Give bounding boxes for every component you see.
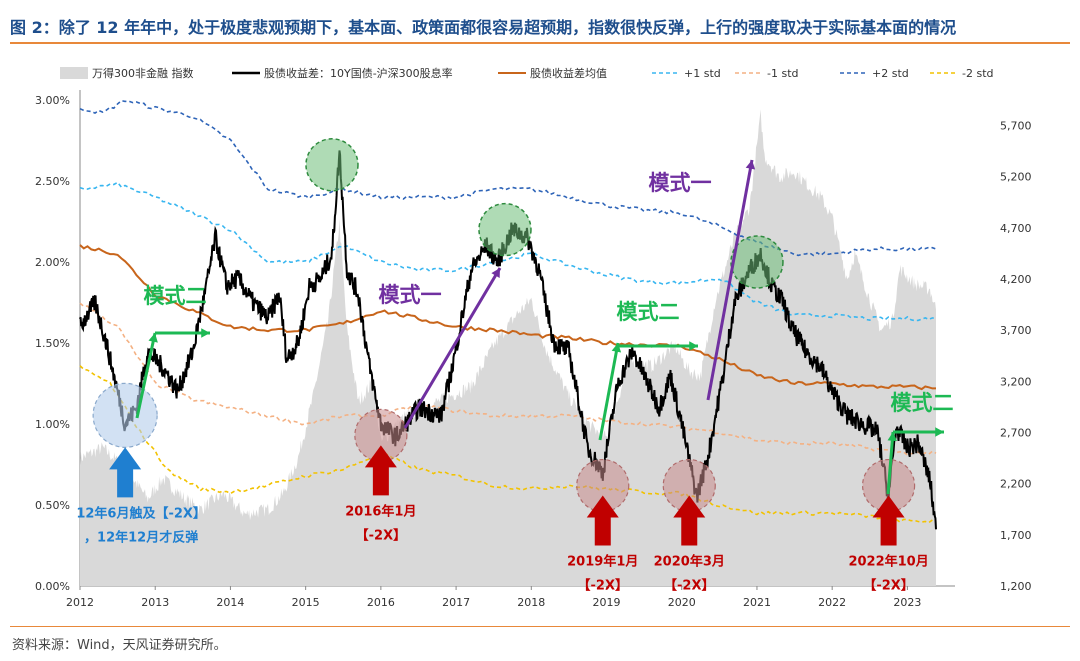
x-tick-label: 2022: [818, 596, 846, 609]
x-tick-label: 2015: [292, 596, 320, 609]
event-arrow: [109, 447, 142, 498]
legend-label-spread: 股债收益差：10Y国债-沪深300股息率: [264, 66, 453, 80]
x-tick-label: 2012: [66, 596, 94, 609]
event-label-2: ，12年12月才反弹: [84, 529, 198, 545]
legend-swatch-index: [60, 67, 88, 79]
event-circle: [576, 458, 630, 513]
peak-circle: [730, 235, 784, 289]
mode1-arrow-2: [706, 159, 756, 401]
event-label-2: 【-2X】: [578, 578, 628, 594]
event-label: 2016年1月: [345, 503, 416, 519]
event-arrow: [872, 495, 905, 546]
mode2-arrow-up-3: [886, 431, 898, 495]
mode2-label-1: 模式二: [144, 284, 207, 308]
series-mean-line: [79, 244, 936, 391]
y-right-tick-label: 3,700: [1000, 324, 1032, 337]
y-left-tick-label: 1.00%: [35, 418, 70, 431]
title-rule: [10, 42, 1070, 44]
legend-label-index: 万得300非金融 指数: [92, 66, 194, 80]
figure-title: 图 2：除了 12 年年中，处于极度悲观预期下，基本面、政策面都很容易超预期，指…: [10, 18, 957, 37]
mode2-label-2: 模式二: [617, 300, 680, 324]
event-arrow: [586, 495, 619, 546]
peak-circle: [305, 138, 359, 192]
mode1-arrow-1-shaft: [403, 267, 502, 429]
x-tick-label: 2016: [367, 596, 395, 609]
mode1-arrow-1-head: [491, 268, 500, 278]
source-note: 资料来源：Wind，天风证券研究所。: [12, 638, 227, 653]
y-right-tick-label: 3,200: [1000, 375, 1032, 388]
event-label: 12年6月触及【-2X】: [76, 505, 206, 521]
y-right-tick-label: 4,700: [1000, 222, 1032, 235]
y-left-tick-label: 0.00%: [35, 580, 70, 593]
mode2-arrow-right-1-head: [201, 328, 210, 338]
y-right-tick-label: 5,200: [1000, 171, 1032, 184]
x-tick-label: 2017: [442, 596, 470, 609]
series-minus2-line: [79, 365, 937, 524]
event-arrow: [673, 495, 706, 546]
y-right-tick-label: 1,700: [1000, 529, 1032, 542]
y-left-tick-label: 0.50%: [35, 499, 70, 512]
mode2-arrow-right-1: [155, 328, 210, 338]
mode2-arrow-up-2-shaft: [598, 342, 620, 441]
y-left-tick-label: 3.00%: [35, 94, 70, 107]
chart: 0.00% 0.50% 1.00% 1.50% 2.00% 2.50% 3.00% 1,200…: [35, 66, 1032, 609]
x-tick-label: 2014: [216, 596, 244, 609]
mode1-arrow-2-head: [745, 160, 756, 170]
legend-label-plus1: +1 std: [684, 67, 721, 80]
event-label-2: 【-2X】: [356, 527, 406, 543]
series-plus2-line: [79, 99, 937, 257]
event-label-2: 【-2X】: [664, 578, 714, 594]
mode2-arrow-right-3: [893, 427, 944, 437]
x-tick-label: 2019: [593, 596, 621, 609]
mode1-arrow-2-shaft: [706, 159, 754, 401]
y-right-tick-label: 1,200: [1000, 580, 1032, 593]
y-right-tick-label: 2,200: [1000, 478, 1032, 491]
x-tick-label: 2023: [893, 596, 921, 609]
mode2-label-3: 模式二: [891, 391, 954, 415]
mode2-arrow-right-3-head: [935, 427, 944, 437]
mode1-label-1: 模式一: [379, 283, 442, 307]
y-right-tick-label: 2,700: [1000, 427, 1032, 440]
index-area: [80, 109, 936, 587]
mode2-arrow-up-3-shaft: [886, 431, 895, 495]
mode2-arrow-right-2: [618, 341, 698, 351]
y-right-tick-label: 4,200: [1000, 273, 1032, 286]
source-rule: [10, 626, 1070, 627]
x-tick-label: 2020: [668, 596, 696, 609]
y-left-tick-label: 2.50%: [35, 175, 70, 188]
event-label-2: 【-2X】: [863, 578, 913, 594]
legend-label-plus2: +2 std: [872, 67, 909, 80]
x-tick-label: 2018: [517, 596, 545, 609]
y-left-tick-label: 2.00%: [35, 256, 70, 269]
legend-label-mean: 股债收益差均值: [530, 66, 607, 80]
legend-label-minus1: -1 std: [767, 67, 799, 80]
y-right-tick-label: 5,700: [1000, 120, 1032, 133]
mode2-arrow-up-3-head: [887, 432, 898, 442]
series-plus1-line: [79, 181, 937, 322]
peak-circle: [478, 202, 532, 257]
mode1-arrow-1: [403, 267, 502, 429]
mode2-arrow-up-1-shaft: [135, 332, 157, 419]
y-left-tick-label: 1.50%: [35, 337, 70, 350]
mode2-arrow-up-1-head: [148, 333, 158, 343]
event-circle: [662, 458, 716, 513]
event-label: 2019年1月: [567, 554, 638, 570]
mode1-label-2: 模式一: [649, 171, 712, 195]
event-arrow: [364, 445, 397, 496]
mode2-arrow-up-1: [135, 332, 158, 419]
event-circle: [92, 382, 158, 448]
series-minus1-line: [79, 302, 937, 456]
event-label: 2020年3月: [654, 554, 725, 570]
x-tick-label: 2013: [141, 596, 169, 609]
event-label: 2022年10月: [848, 554, 928, 570]
legend-label-minus2: -2 std: [962, 67, 994, 80]
event-circle: [354, 408, 408, 462]
x-tick-label: 2021: [743, 596, 771, 609]
mode2-arrow-right-2-head: [689, 341, 698, 351]
